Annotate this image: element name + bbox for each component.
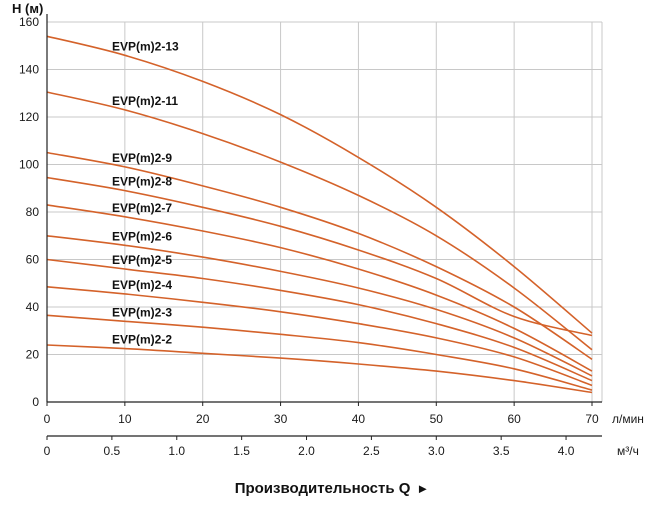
x-primary-tick-label: 0 <box>44 412 51 426</box>
series-line <box>46 344 593 394</box>
y-tick-label: 140 <box>19 63 39 77</box>
x-secondary-unit: м³/ч <box>617 444 639 458</box>
arrow-right-icon: ► <box>416 481 430 496</box>
series-line <box>46 235 593 377</box>
x-secondary-tick-label: 1.0 <box>168 444 185 458</box>
y-axis-title: H (м) <box>12 1 43 16</box>
series-line <box>46 35 593 334</box>
y-tick-label: 80 <box>26 205 40 219</box>
series-labels: EVP(m)2-13 EVP(m)2-11 EVP(m)2-9 EVP(m)2-8 EV… <box>112 39 179 346</box>
x-secondary-tick-label: 4.0 <box>558 444 575 458</box>
series-line <box>46 91 593 351</box>
series-line <box>46 176 593 337</box>
series-label: EVP(m)2-7 <box>112 201 172 215</box>
x-secondary-tick-label: 2.5 <box>363 444 380 458</box>
series-label: EVP(m)2-2 <box>112 333 172 347</box>
x-primary-tick-label: 20 <box>196 412 210 426</box>
x-primary-tick-label: 10 <box>118 412 132 426</box>
series-label: EVP(m)2-11 <box>112 94 178 108</box>
series-label: EVP(m)2-3 <box>112 305 172 319</box>
curves <box>46 35 593 394</box>
series-label: EVP(m)2-4 <box>112 278 172 292</box>
y-tick-label: 120 <box>19 110 39 124</box>
y-tick-label: 20 <box>26 348 40 362</box>
series-line <box>46 204 593 372</box>
x-secondary-tick-label: 1.5 <box>233 444 250 458</box>
grid <box>46 21 603 403</box>
series-label: EVP(m)2-6 <box>112 229 172 243</box>
series-line <box>46 151 593 360</box>
x-primary-tick-label: 60 <box>507 412 521 426</box>
series-line <box>46 258 593 382</box>
series-label: EVP(m)2-8 <box>112 175 172 189</box>
x-secondary-tick-label: 2.0 <box>298 444 315 458</box>
x-primary-tick-label: 30 <box>274 412 288 426</box>
x-secondary-tick-label: 0.5 <box>104 444 121 458</box>
y-tick-label: 60 <box>26 253 40 267</box>
series-line <box>46 286 593 387</box>
x-axis-title: Производительность Q ► <box>0 480 664 497</box>
x-secondary-tick-label: 3.0 <box>428 444 445 458</box>
x-secondary-tick-label: 3.5 <box>493 444 510 458</box>
axes: 0 20 40 60 80 100 120 140 160 0 10 20 30 40 50 60 70 0 0.5… <box>19 14 602 458</box>
x-primary-tick-label: 50 <box>430 412 444 426</box>
x-primary-tick-label: 70 <box>585 412 599 426</box>
series-line <box>46 314 593 391</box>
y-tick-label: 0 <box>32 395 39 409</box>
series-label: EVP(m)2-5 <box>112 253 172 267</box>
x-primary-unit: л/мин <box>612 412 644 426</box>
series-label: EVP(m)2-13 <box>112 39 179 53</box>
y-tick-label: 160 <box>19 15 39 29</box>
x-primary-tick-label: 40 <box>352 412 366 426</box>
series-label: EVP(m)2-9 <box>112 151 172 165</box>
y-tick-label: 40 <box>26 300 40 314</box>
y-tick-label: 100 <box>19 158 39 172</box>
x-axis-title-text: Производительность Q <box>234 480 411 497</box>
x-secondary-tick-label: 0 <box>44 444 51 458</box>
